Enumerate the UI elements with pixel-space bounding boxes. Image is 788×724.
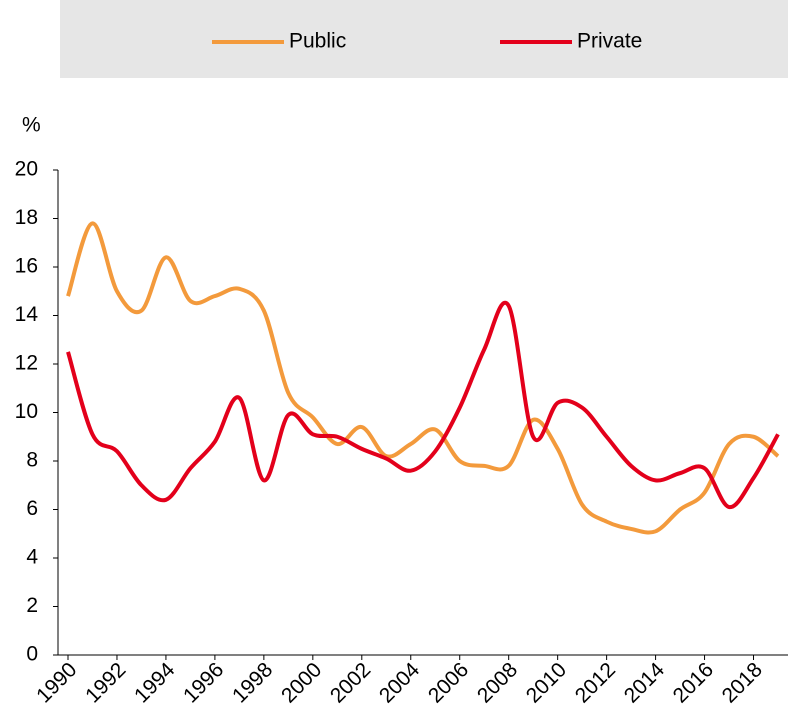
x-tick-label: 2006	[424, 658, 473, 707]
x-tick-label: 1998	[228, 658, 277, 707]
y-tick-label: 4	[26, 546, 38, 569]
x-tick-label: 1996	[179, 658, 228, 707]
x-tick-label: 1990	[32, 658, 81, 707]
line-series	[66, 221, 780, 535]
y-tick-label: 0	[26, 643, 38, 666]
x-tick-label: 2012	[571, 658, 620, 707]
y-tick-label: 18	[15, 206, 38, 229]
line-series	[66, 300, 780, 510]
y-tick-label: 8	[26, 449, 38, 472]
x-tick-label: 2000	[277, 658, 326, 707]
legend-label: Private	[577, 30, 642, 53]
x-tick-label: 2002	[326, 658, 375, 707]
y-tick-label: 16	[15, 255, 38, 278]
x-tick-label: 2016	[669, 658, 718, 707]
x-tick-label: 1992	[81, 658, 130, 707]
y-axis-label: %	[22, 114, 41, 137]
y-tick-label: 6	[26, 497, 38, 520]
x-tick-label: 1994	[130, 658, 180, 708]
legend-label: Public	[289, 30, 346, 53]
x-tick-label: 2014	[620, 658, 670, 708]
legend-box	[60, 0, 788, 78]
x-tick-label: 2004	[375, 658, 425, 708]
y-tick-label: 12	[15, 352, 38, 375]
x-tick-label: 2018	[718, 658, 767, 707]
y-tick-label: 2	[26, 594, 38, 617]
y-tick-label: 10	[15, 400, 38, 423]
x-tick-label: 2008	[473, 658, 522, 707]
x-tick-label: 2010	[522, 658, 571, 707]
y-tick-label: 20	[15, 158, 38, 181]
y-tick-label: 14	[15, 303, 39, 326]
